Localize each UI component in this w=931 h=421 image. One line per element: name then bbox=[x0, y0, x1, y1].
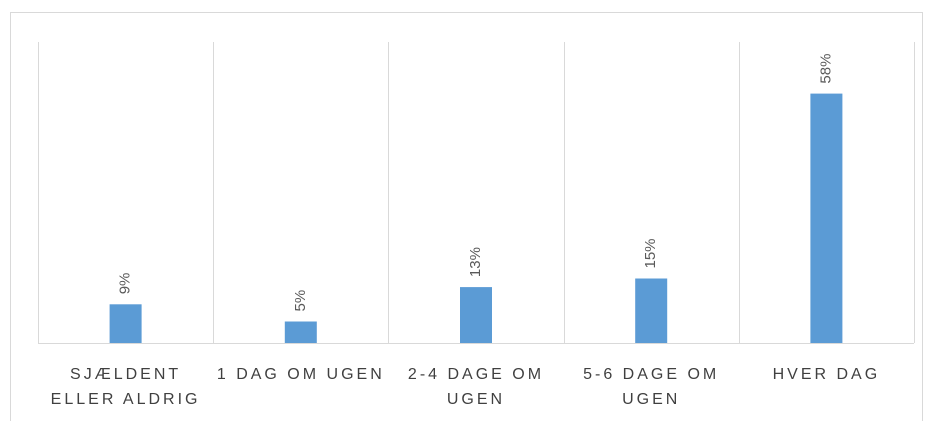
x-tick-label: 2-4 DAGE OM UGEN bbox=[407, 366, 545, 408]
bar bbox=[810, 93, 843, 343]
value-label: 9% bbox=[117, 273, 134, 295]
x-tick-label: HVER DAG bbox=[772, 366, 881, 383]
bar bbox=[109, 304, 142, 343]
x-tick-label: 5-6 DAGE OM UGEN bbox=[583, 366, 720, 408]
value-label: 13% bbox=[467, 247, 484, 277]
bar bbox=[284, 321, 317, 343]
x-tick-label: SJÆLDENT ELLER ALDRIG bbox=[50, 366, 201, 408]
value-label: 58% bbox=[817, 54, 834, 84]
chart-frame bbox=[10, 12, 923, 421]
bar bbox=[635, 278, 668, 343]
bar bbox=[460, 287, 492, 343]
value-label: 15% bbox=[642, 238, 659, 268]
x-tick-label: 1 DAG OM UGEN bbox=[216, 366, 385, 383]
value-label: 5% bbox=[292, 290, 309, 312]
